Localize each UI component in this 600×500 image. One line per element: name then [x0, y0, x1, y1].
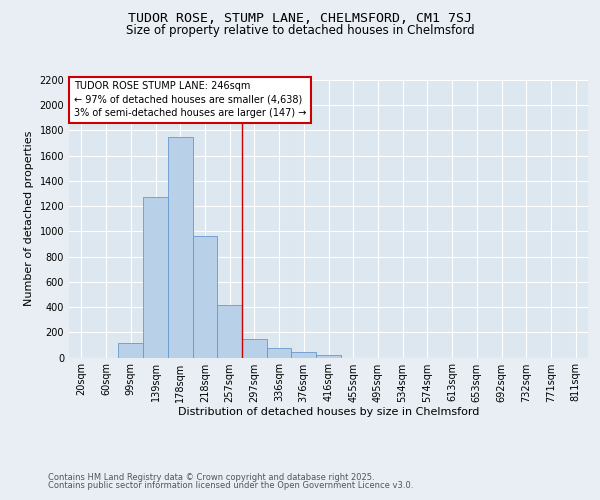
Bar — [193, 236, 217, 358]
Bar — [168, 137, 193, 358]
Bar — [118, 343, 143, 357]
Text: Contains public sector information licensed under the Open Government Licence v3: Contains public sector information licen… — [48, 481, 413, 490]
Bar — [316, 355, 341, 358]
Bar — [217, 304, 242, 358]
Text: Contains HM Land Registry data © Crown copyright and database right 2025.: Contains HM Land Registry data © Crown c… — [48, 472, 374, 482]
Text: TUDOR ROSE STUMP LANE: 246sqm
← 97% of detached houses are smaller (4,638)
3% of: TUDOR ROSE STUMP LANE: 246sqm ← 97% of d… — [74, 82, 307, 118]
X-axis label: Distribution of detached houses by size in Chelmsford: Distribution of detached houses by size … — [178, 408, 479, 418]
Bar — [242, 338, 267, 357]
Text: TUDOR ROSE, STUMP LANE, CHELMSFORD, CM1 7SJ: TUDOR ROSE, STUMP LANE, CHELMSFORD, CM1 … — [128, 12, 472, 26]
Bar — [143, 196, 168, 358]
Bar — [292, 352, 316, 358]
Bar — [267, 348, 292, 358]
Y-axis label: Number of detached properties: Number of detached properties — [24, 131, 34, 306]
Text: Size of property relative to detached houses in Chelmsford: Size of property relative to detached ho… — [125, 24, 475, 37]
